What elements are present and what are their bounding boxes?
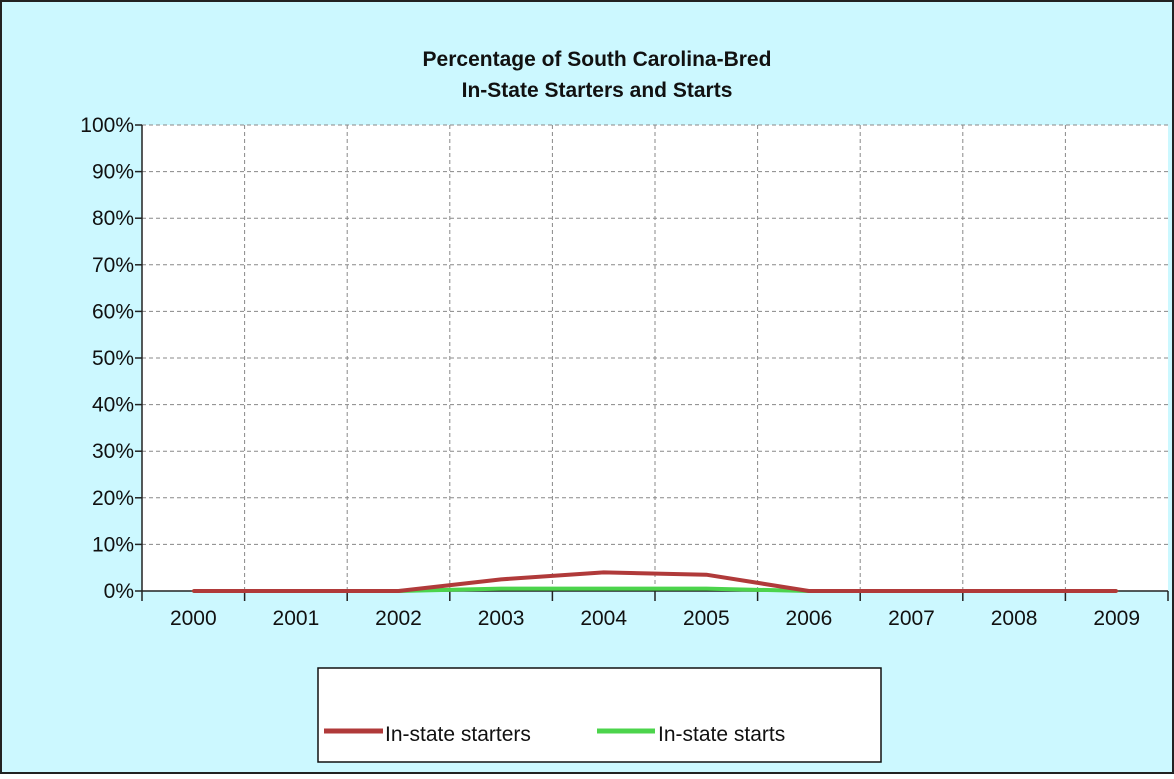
y-tick-label: 20% bbox=[92, 487, 134, 510]
x-tick-label: 2000 bbox=[170, 607, 217, 630]
x-tick-label: 2009 bbox=[1093, 607, 1140, 630]
x-tick-label: 2004 bbox=[580, 607, 627, 630]
data-point bbox=[602, 570, 606, 574]
legend-label-in-state-starts: In-state starts bbox=[658, 723, 785, 746]
data-point bbox=[1115, 589, 1119, 593]
y-tick-label: 10% bbox=[92, 533, 134, 556]
legend: In-state starters In-state starts bbox=[317, 667, 882, 763]
y-tick-label: 50% bbox=[92, 347, 134, 370]
data-point bbox=[704, 587, 708, 591]
data-point bbox=[602, 587, 606, 591]
data-point bbox=[499, 577, 503, 581]
x-axis-tick-labels: 2000 2001 2002 2003 2004 2005 2006 2007 2008 2009 bbox=[170, 607, 1140, 630]
legend-box bbox=[317, 667, 882, 763]
x-tick-label: 2008 bbox=[991, 607, 1038, 630]
grid-lines bbox=[142, 124, 1168, 591]
chart-title-line-1: Percentage of South Carolina-Bred bbox=[423, 48, 772, 71]
data-point bbox=[499, 587, 503, 591]
data-point bbox=[807, 589, 811, 593]
data-point bbox=[910, 589, 913, 593]
x-tick-label: 2005 bbox=[683, 607, 730, 630]
y-tick-label: 80% bbox=[92, 207, 134, 230]
y-tick-label: 60% bbox=[92, 300, 134, 323]
y-tick-label: 40% bbox=[92, 394, 134, 417]
y-tick-label: 90% bbox=[92, 161, 134, 184]
x-tick-label: 2003 bbox=[478, 607, 525, 630]
x-tick-label: 2001 bbox=[273, 607, 320, 630]
series-line-in-state-starters bbox=[193, 570, 1117, 593]
y-tick-label: 30% bbox=[92, 440, 134, 463]
y-tick-label: 70% bbox=[92, 254, 134, 277]
data-point bbox=[1012, 589, 1016, 593]
data-point bbox=[397, 589, 400, 593]
legend-label-in-state-starters: In-state starters bbox=[385, 723, 531, 746]
y-tick-label: 100% bbox=[80, 114, 134, 137]
y-tick-label: 0% bbox=[104, 580, 134, 603]
chart-title-line-2: In-State Starters and Starts bbox=[462, 79, 733, 102]
series-lines bbox=[191, 570, 1119, 593]
data-point bbox=[294, 589, 298, 593]
x-tick-label: 2006 bbox=[786, 607, 833, 630]
data-point bbox=[704, 573, 708, 577]
x-tick-label: 2002 bbox=[375, 607, 422, 630]
x-tick-label: 2007 bbox=[888, 607, 935, 630]
y-axis-tick-labels: 0% 10% 20% 30% 40% 50% 60% 70% 80% 90% 100% bbox=[80, 114, 134, 603]
data-point bbox=[191, 589, 195, 593]
